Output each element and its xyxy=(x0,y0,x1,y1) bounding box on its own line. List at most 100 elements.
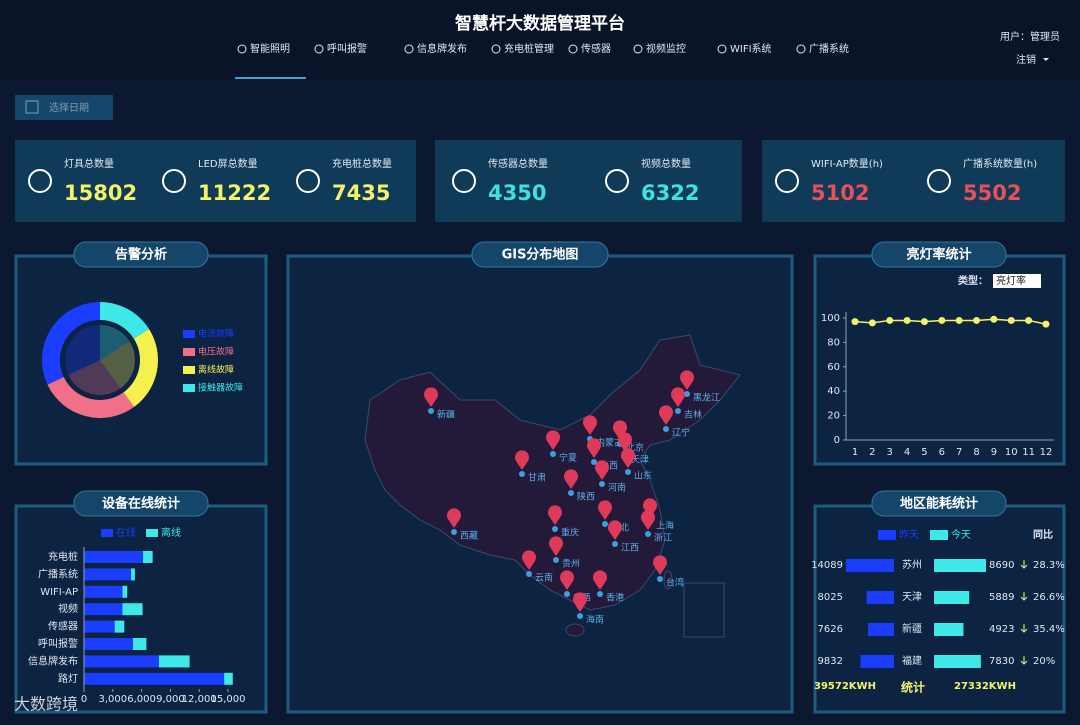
bar xyxy=(934,623,964,636)
nav-item[interactable]: 呼叫报警 xyxy=(327,42,367,55)
x-tick-label: 5 xyxy=(921,447,927,458)
down-arrow xyxy=(1020,656,1028,665)
bar xyxy=(868,623,894,636)
stat-icon xyxy=(927,169,951,193)
legend-swatch xyxy=(146,529,158,537)
x-tick-label: 4 xyxy=(904,447,910,458)
map-pin xyxy=(671,387,686,407)
bar-value: 9832 xyxy=(818,656,843,667)
stat-icon xyxy=(28,169,52,193)
panel-title-pill xyxy=(471,241,609,268)
point xyxy=(920,318,928,326)
map-pin xyxy=(659,405,674,425)
x-tick-label: 7 xyxy=(956,447,962,458)
nav-item[interactable]: 信息牌发布 xyxy=(417,42,467,55)
map-pin xyxy=(545,430,560,450)
bar xyxy=(84,568,132,581)
panel-title: 设备在线统计 xyxy=(102,496,180,512)
point xyxy=(990,315,998,323)
map-label: 台湾 xyxy=(666,577,684,589)
hainan-outline xyxy=(565,623,585,637)
down-arrow xyxy=(1020,624,1028,633)
map-dot xyxy=(675,408,681,414)
stat-value: 5502 xyxy=(963,181,1021,205)
y-tick-label: 充电桩 xyxy=(48,550,78,563)
bar xyxy=(143,551,153,563)
stat-box xyxy=(15,140,416,222)
map-dot xyxy=(597,591,603,597)
stat-icon xyxy=(296,169,320,193)
bar-value: 7830 xyxy=(989,656,1014,667)
bar xyxy=(860,655,894,668)
map-pin xyxy=(560,570,574,590)
map-dot xyxy=(591,459,597,465)
total-value: 39572KWH xyxy=(814,681,876,692)
select-value: 亮灯率 xyxy=(996,274,1026,287)
x-tick-label: 15,000 xyxy=(211,694,246,705)
x-tick-label: 12 xyxy=(1040,447,1053,458)
map-pin xyxy=(583,415,597,435)
nav-item[interactable]: 视频监控 xyxy=(646,42,686,55)
map-dot xyxy=(526,571,532,577)
map-pin xyxy=(593,570,608,590)
region-name: 天津 xyxy=(902,591,922,603)
logout[interactable]: 注销 xyxy=(1016,53,1036,66)
nav-item[interactable]: 智能照明 xyxy=(250,42,290,55)
map-label: 内蒙古 xyxy=(596,437,623,449)
point xyxy=(851,318,859,326)
stat-icon xyxy=(775,169,799,193)
map-pin xyxy=(618,432,632,452)
map-pin xyxy=(515,450,529,470)
nav-item[interactable]: 充电桩管理 xyxy=(504,42,554,55)
map-dot xyxy=(519,471,525,477)
map-pin xyxy=(587,438,601,458)
legend-label: 电流故障 xyxy=(198,328,234,340)
logout-caret xyxy=(1043,58,1049,61)
map-dot xyxy=(599,481,605,487)
bar-value: 5889 xyxy=(989,592,1014,603)
map-label: 吉林 xyxy=(684,409,702,421)
nav-icon xyxy=(568,44,578,54)
point xyxy=(1025,316,1033,324)
map-dot xyxy=(657,576,663,582)
date-picker[interactable] xyxy=(15,95,113,120)
bar xyxy=(84,620,115,633)
watermark: 大数跨境 xyxy=(14,695,78,714)
nav-item[interactable]: 传感器 xyxy=(581,42,611,55)
china-outline xyxy=(364,334,741,611)
pie-slice xyxy=(100,302,149,339)
south-sea-inset xyxy=(683,582,725,638)
map-pin xyxy=(653,555,667,575)
x-tick-label: 10 xyxy=(1005,447,1018,458)
x-tick-label: 3,000 xyxy=(98,694,127,705)
map-pin xyxy=(564,469,578,489)
map-label: 宁夏 xyxy=(559,452,577,464)
map-label: 天津 xyxy=(631,455,649,466)
stat-value: 6322 xyxy=(641,181,699,205)
type-select[interactable] xyxy=(993,274,1041,288)
bar xyxy=(84,638,133,650)
y-tick-label: 传感器 xyxy=(48,620,78,633)
bar xyxy=(114,620,125,633)
x-tick-label: 8 xyxy=(973,447,979,458)
point xyxy=(886,316,894,324)
bar xyxy=(132,638,147,650)
pie-inner-slice xyxy=(100,341,135,389)
panel-title: 告警分析 xyxy=(115,247,167,263)
legend-swatch xyxy=(183,366,195,374)
change-label: 28.3% xyxy=(1033,560,1065,571)
nav-item[interactable]: 广播系统 xyxy=(809,42,849,55)
stat-value: 15802 xyxy=(64,181,137,205)
y-tick-label: 广播系统 xyxy=(38,567,78,580)
x-tick-label: 2 xyxy=(869,447,875,458)
nav-item[interactable]: WIFI系统 xyxy=(730,42,772,55)
y-tick-label: 0 xyxy=(834,435,840,446)
map-label: 云南 xyxy=(535,572,553,584)
y-tick-label: 80 xyxy=(827,337,840,348)
bar xyxy=(84,585,123,598)
user-label: 用户：管理员 xyxy=(1000,30,1060,43)
map-dot xyxy=(550,451,556,457)
stat-label: 灯具总数量 xyxy=(64,157,114,170)
y-tick-label: 100 xyxy=(821,313,840,324)
x-tick-label: 11 xyxy=(1022,447,1035,458)
